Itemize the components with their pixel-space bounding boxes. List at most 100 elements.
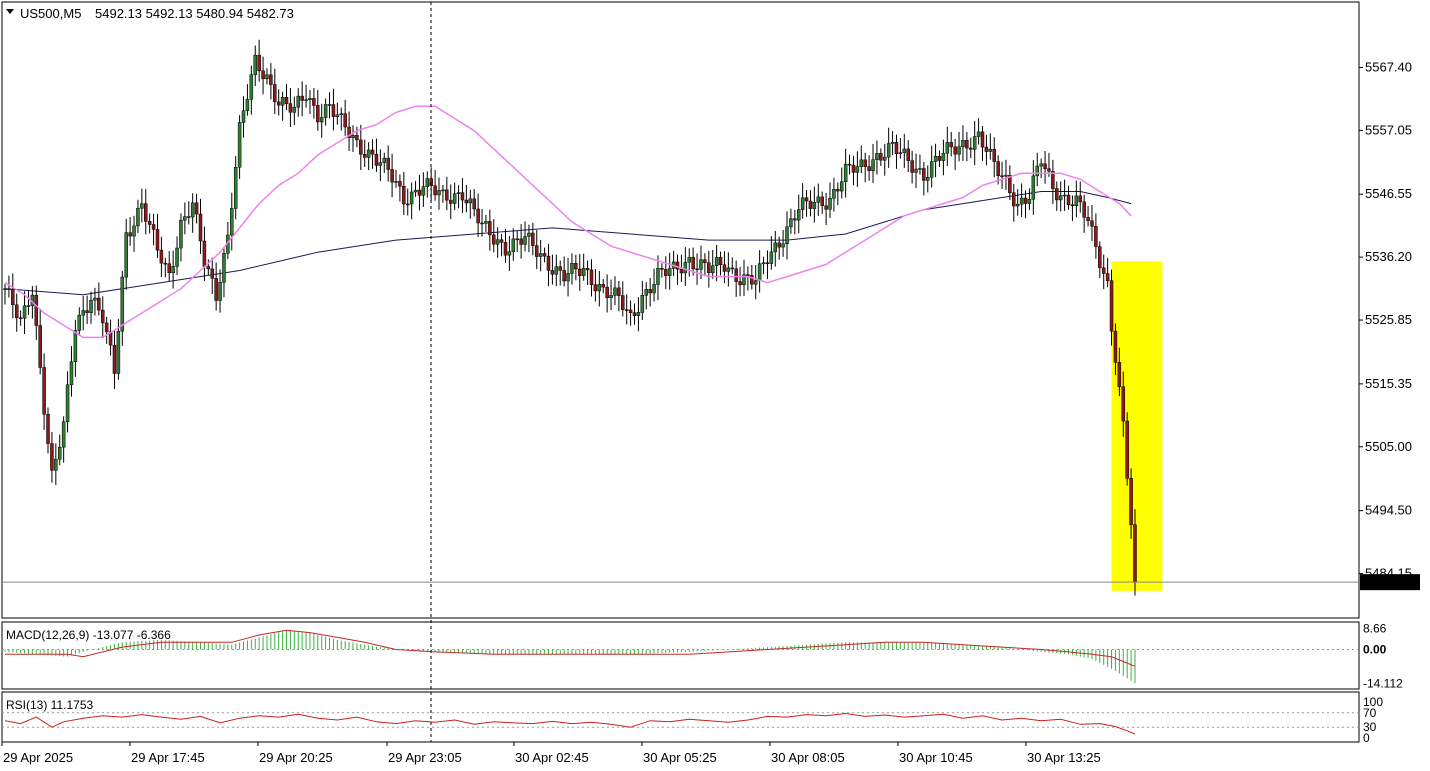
candle-body: [261, 70, 265, 80]
candle-body: [988, 148, 993, 152]
candle-body: [1078, 195, 1082, 203]
candle-body: [89, 299, 93, 313]
candle-body: [480, 222, 484, 225]
candle-body: [757, 263, 762, 281]
candle-body: [906, 148, 910, 161]
candle-body: [1066, 194, 1071, 205]
symbol-dropdown-icon[interactable]: [6, 9, 14, 14]
candle-body: [292, 106, 297, 113]
candle-body: [187, 216, 191, 218]
candle-body: [894, 141, 899, 154]
candle-body: [394, 181, 398, 183]
candle-body: [597, 284, 602, 292]
time-tick-label: 30 Apr 08:05: [771, 750, 845, 765]
candle-body: [550, 270, 555, 275]
candle-body: [386, 157, 390, 170]
candle-body: [730, 267, 735, 270]
time-tick-label: 29 Apr 20:25: [259, 750, 333, 765]
candle-body: [1047, 168, 1051, 172]
candle-body: [660, 268, 664, 270]
candle-body: [65, 384, 70, 423]
candle-body: [304, 99, 308, 101]
candle-body: [116, 330, 121, 374]
price-axis: 5567.40 5557.05 5546.55 5536.20 5525.85 5515.…: [1359, 59, 1412, 581]
candle-body: [609, 295, 613, 298]
candle-body: [984, 146, 989, 152]
candle-body: [1008, 174, 1012, 194]
candle-body: [570, 263, 574, 274]
candle-body: [171, 266, 175, 274]
candle-body: [1062, 194, 1067, 197]
candle-body: [1039, 163, 1043, 167]
candle-body: [54, 458, 58, 471]
candle-body: [312, 98, 316, 106]
candle-body: [347, 126, 351, 139]
candle-body: [914, 168, 918, 173]
rsi-tick-label: 70: [1363, 706, 1377, 720]
candle-body: [73, 330, 78, 362]
time-tick-label: 30 Apr 13:25: [1027, 750, 1101, 765]
candle-body: [718, 257, 723, 266]
time-tick-label: 30 Apr 10:45: [899, 750, 973, 765]
candle-body: [245, 99, 250, 111]
candle-body: [257, 54, 261, 72]
candle-body: [355, 135, 359, 141]
candle-body: [1027, 198, 1032, 204]
candle-body: [542, 253, 547, 257]
candle-body: [632, 312, 637, 316]
candle-body: [38, 325, 42, 368]
candle-body: [750, 274, 754, 285]
candle-body: [875, 153, 879, 160]
candle-body: [515, 238, 519, 241]
candle-body: [218, 282, 222, 301]
candle-body: [159, 249, 164, 264]
candle-body: [628, 309, 633, 313]
current-price-box: [1360, 574, 1420, 591]
candle-body: [495, 239, 500, 245]
candle-body: [331, 104, 336, 117]
candle-body: [812, 202, 817, 209]
candle-body: [1023, 197, 1028, 204]
ma-fast-group: [4, 105, 1132, 339]
candle-body: [1000, 175, 1004, 177]
candle-body: [902, 148, 907, 153]
candle-body: [589, 269, 594, 285]
candle-body: [617, 287, 621, 296]
candle-body: [366, 149, 371, 158]
candle-body: [578, 268, 582, 276]
candle-body: [202, 240, 207, 267]
candle-body: [675, 261, 680, 270]
candle-body: [456, 192, 461, 194]
candle-body: [409, 191, 414, 205]
candle-body: [714, 257, 719, 267]
candle-body: [359, 139, 363, 155]
candle-body: [1070, 204, 1075, 207]
candle-body: [308, 98, 312, 100]
candle-body: [151, 224, 156, 230]
candle-body: [57, 446, 62, 460]
candle-body: [50, 443, 54, 471]
candle-body: [738, 281, 742, 286]
candle-body: [101, 309, 105, 324]
candle-body: [804, 197, 809, 202]
candle-body: [206, 266, 211, 270]
candle-body: [378, 162, 383, 166]
candle-body: [859, 159, 864, 167]
candle-body: [839, 181, 844, 192]
candle-body: [777, 242, 781, 248]
candle-body: [531, 232, 535, 246]
candle-body: [961, 139, 965, 147]
candle-body: [941, 152, 946, 161]
candle-body: [781, 243, 785, 248]
rsi-line: [4, 712, 1136, 735]
candle-body: [402, 185, 406, 205]
price-tick-label: 5567.40: [1365, 59, 1412, 74]
candle-body: [1113, 330, 1118, 363]
candle-body: [136, 207, 140, 227]
candle-body: [793, 218, 797, 221]
candle-body: [949, 142, 953, 148]
candle-body: [265, 74, 269, 80]
symbol-label: US500,M5: [20, 6, 81, 21]
